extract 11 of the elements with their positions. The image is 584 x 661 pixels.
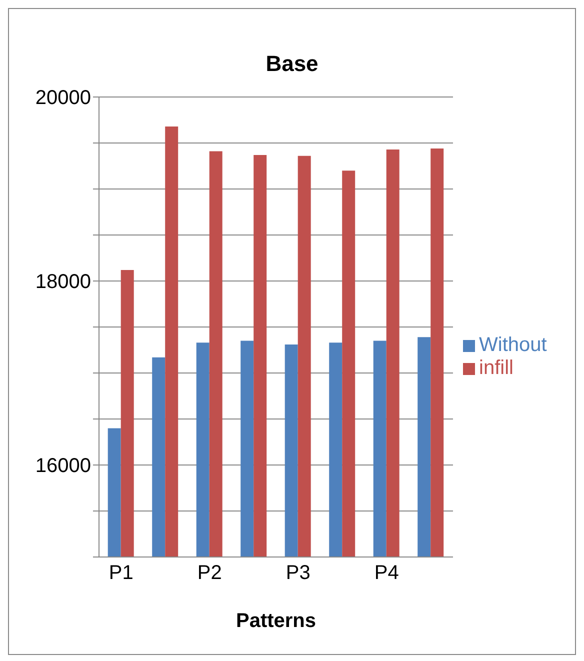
legend-label: infill	[479, 357, 514, 379]
x-tick-label: P2	[197, 562, 222, 584]
chart-title: Base	[264, 51, 320, 77]
x-tick-label: P4	[374, 562, 399, 584]
x-axis-title: Patterns	[236, 610, 316, 632]
legend-label: Without	[479, 334, 547, 356]
x-tick-label: P3	[286, 562, 310, 584]
y-tick-label: 16000	[35, 455, 91, 478]
y-tick-label: 18000	[35, 271, 91, 294]
y-tick-label: 20000	[35, 87, 91, 110]
x-tick-label: P1	[108, 562, 134, 584]
